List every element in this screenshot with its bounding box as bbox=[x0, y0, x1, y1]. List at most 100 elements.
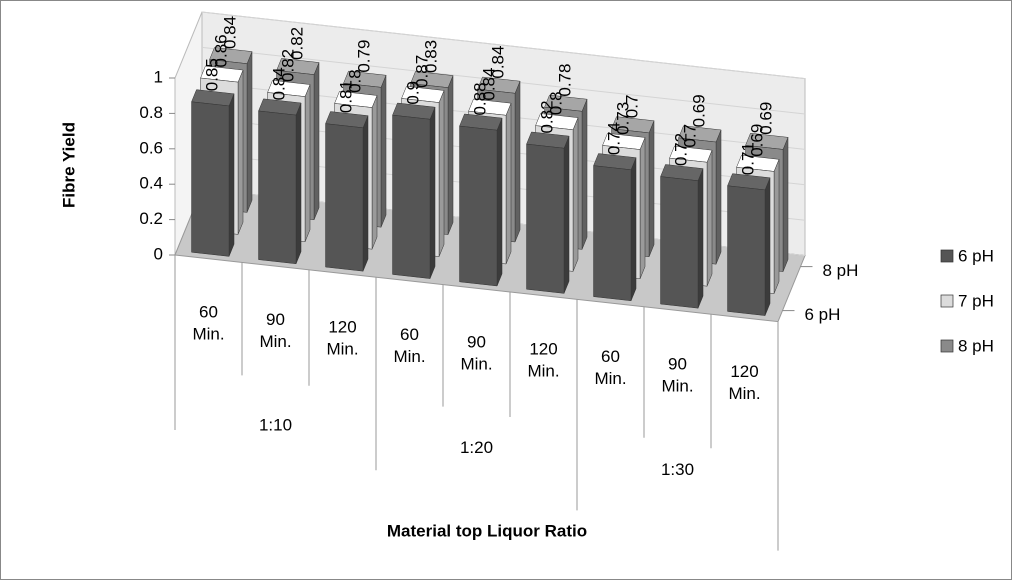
x-tick-label-line: 90 bbox=[266, 311, 285, 330]
data-label: 0.85 bbox=[202, 58, 221, 91]
bar-side bbox=[572, 117, 579, 272]
data-label: 0.82 bbox=[287, 27, 306, 60]
bar-side bbox=[782, 137, 789, 272]
x-tick-label: 90 Min. bbox=[460, 333, 492, 374]
depth-label: 8 pH bbox=[823, 261, 859, 280]
bar bbox=[191, 89, 235, 257]
x-tick-label-line: 90 bbox=[668, 355, 687, 374]
data-label: 0.71 bbox=[738, 142, 757, 175]
bar-side bbox=[505, 103, 512, 265]
bar bbox=[392, 102, 436, 279]
x-tick-label: 120 Min. bbox=[527, 340, 559, 381]
x-tick-label-line: Min. bbox=[527, 362, 559, 381]
bar-front bbox=[258, 110, 297, 265]
bar-side bbox=[295, 102, 302, 264]
group-label: 1:30 bbox=[661, 460, 694, 479]
y-tick-label: 1 bbox=[154, 67, 163, 86]
data-label: 0.84 bbox=[479, 68, 498, 101]
x-tick-label-line: 120 bbox=[328, 318, 356, 337]
data-label: 0.88 bbox=[470, 82, 489, 115]
x-axis-label: Material top Liquor Ratio bbox=[387, 521, 587, 540]
bar-front bbox=[727, 185, 766, 316]
data-label: 0.69 bbox=[689, 94, 708, 127]
bar-side bbox=[246, 51, 253, 213]
bar-front bbox=[392, 114, 431, 279]
data-label: 0.86 bbox=[211, 34, 230, 67]
bar-side bbox=[639, 137, 646, 279]
data-label: 0.78 bbox=[555, 64, 574, 97]
x-tick-label-line: Min. bbox=[728, 384, 760, 403]
x-tick-label: 90 Min. bbox=[259, 311, 291, 352]
bar bbox=[459, 113, 503, 287]
legend-swatch bbox=[940, 294, 954, 308]
y-tick-label: 0.8 bbox=[139, 103, 163, 122]
data-label: 0.69 bbox=[747, 124, 766, 157]
bar-side bbox=[371, 95, 378, 250]
grid-line bbox=[201, 11, 806, 80]
bar-side bbox=[581, 99, 588, 250]
x-tick-label-line: 60 bbox=[400, 325, 419, 344]
bar-front bbox=[191, 101, 230, 257]
bar bbox=[593, 153, 637, 302]
x-tick-label: 60 Min. bbox=[594, 348, 626, 389]
x-tick-label: 120 Min. bbox=[728, 362, 760, 403]
legend-label: 6 pH bbox=[958, 246, 994, 265]
x-tick-label-line: 120 bbox=[730, 362, 758, 381]
x-tick-label-line: Min. bbox=[259, 333, 291, 352]
group-label: 1:20 bbox=[460, 438, 493, 457]
data-label: 0.79 bbox=[354, 40, 373, 73]
bar-front bbox=[526, 143, 565, 294]
bar bbox=[526, 131, 570, 294]
bar bbox=[660, 164, 704, 309]
bar-side bbox=[706, 150, 713, 287]
legend-label: 7 pH bbox=[958, 291, 994, 310]
x-tick-label: 60 Min. bbox=[393, 325, 425, 366]
bar-side bbox=[773, 159, 780, 294]
y-tick-label: 0.4 bbox=[139, 174, 163, 193]
data-label: 0.74 bbox=[604, 122, 623, 155]
y-tick-label: 0 bbox=[154, 244, 163, 263]
bar-front bbox=[325, 123, 364, 272]
bar-side bbox=[228, 93, 235, 257]
x-tick-label-line: Min. bbox=[192, 325, 224, 344]
x-tick-label-line: 60 bbox=[601, 348, 620, 367]
bar-side bbox=[563, 136, 570, 294]
bar-side bbox=[362, 115, 369, 272]
bar-side bbox=[715, 129, 722, 265]
y-tick-label: 0.2 bbox=[139, 209, 163, 228]
bar-side bbox=[496, 118, 503, 287]
bar-side bbox=[304, 84, 311, 242]
bar-side bbox=[313, 62, 320, 220]
bar-side bbox=[514, 81, 521, 243]
bar-side bbox=[429, 107, 436, 279]
x-tick-label-line: Min. bbox=[661, 377, 693, 396]
x-tick-label-line: 120 bbox=[529, 340, 557, 359]
y-tick-label: 0.6 bbox=[139, 138, 163, 157]
data-label: 0.82 bbox=[537, 100, 556, 133]
bar bbox=[727, 173, 771, 316]
data-label: 0.8 bbox=[546, 91, 565, 115]
data-label: 0.73 bbox=[613, 102, 632, 135]
data-label: 0.8 bbox=[345, 69, 364, 93]
bar-side bbox=[438, 90, 445, 257]
bar bbox=[325, 111, 369, 272]
legend-swatch bbox=[940, 339, 954, 353]
data-label: 0.69 bbox=[756, 102, 775, 135]
bar-side bbox=[764, 177, 771, 316]
bar-front bbox=[459, 125, 498, 287]
bar-side bbox=[447, 75, 454, 235]
bar bbox=[258, 98, 302, 265]
bar-side bbox=[380, 75, 387, 228]
bar-front bbox=[593, 165, 632, 302]
data-label: 0.84 bbox=[269, 67, 288, 100]
data-label: 0.81 bbox=[336, 80, 355, 113]
x-tick-label-line: 60 bbox=[199, 303, 218, 322]
data-label: 0.87 bbox=[412, 55, 431, 88]
data-label: 0.82 bbox=[278, 49, 297, 82]
x-tick-label-line: Min. bbox=[326, 340, 358, 359]
data-label: 0.84 bbox=[220, 16, 239, 49]
group-label: 1:10 bbox=[259, 416, 292, 435]
x-tick-label-line: Min. bbox=[594, 370, 626, 389]
x-tick-label-line: Min. bbox=[393, 347, 425, 366]
